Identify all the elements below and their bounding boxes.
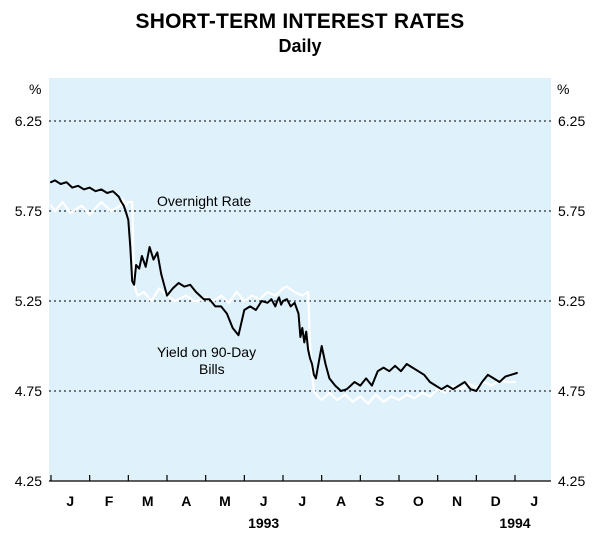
y-tick-label-right-4: 4.25	[558, 473, 585, 489]
x-tick-label-10: N	[452, 493, 462, 509]
y-tick-label-left-4: 4.25	[15, 473, 42, 489]
annotation-bills-line1: Yield on 90-Day	[157, 344, 256, 360]
x-tick-label-0: J	[66, 493, 74, 509]
x-tick-label-1: F	[105, 493, 114, 509]
x-tick-label-7: A	[336, 493, 346, 509]
y-tick-label-right-1: 5.75	[558, 203, 585, 219]
y-tick-label-left-3: 4.75	[15, 383, 42, 399]
x-tick-label-4: M	[219, 493, 231, 509]
x-tick-label-8: S	[375, 493, 384, 509]
x-tick-label-2: M	[142, 493, 154, 509]
y-tick-label-left-0: 6.25	[15, 113, 42, 129]
year-label-0: 1993	[248, 515, 279, 531]
x-tick-label-9: O	[413, 493, 424, 509]
plot-background	[49, 78, 551, 481]
y-tick-label-right-2: 5.25	[558, 293, 585, 309]
y-tick-label-left-2: 5.25	[15, 293, 42, 309]
y-unit-left: %	[29, 81, 41, 97]
y-unit-right: %	[557, 81, 569, 97]
y-tick-label-left-1: 5.75	[15, 203, 42, 219]
year-label-1: 1994	[499, 515, 530, 531]
annotation-overnight-rate: Overnight Rate	[157, 193, 251, 209]
x-tick-label-6: J	[298, 493, 306, 509]
annotation-bills-line2: Bills	[199, 361, 225, 377]
x-tick-label-3: A	[181, 493, 191, 509]
y-tick-label-right-3: 4.75	[558, 383, 585, 399]
x-tick-label-5: J	[260, 493, 268, 509]
x-tick-label-11: D	[491, 493, 501, 509]
chart-title: SHORT-TERM INTEREST RATES	[135, 10, 465, 33]
series-line-overnight-rate	[49, 197, 517, 405]
y-tick-label-right-0: 6.25	[558, 113, 585, 129]
series-line-yield-on-90-day-bills	[50, 179, 518, 392]
chart-subtitle: Daily	[278, 36, 322, 56]
x-tick-label-12: J	[530, 493, 538, 509]
